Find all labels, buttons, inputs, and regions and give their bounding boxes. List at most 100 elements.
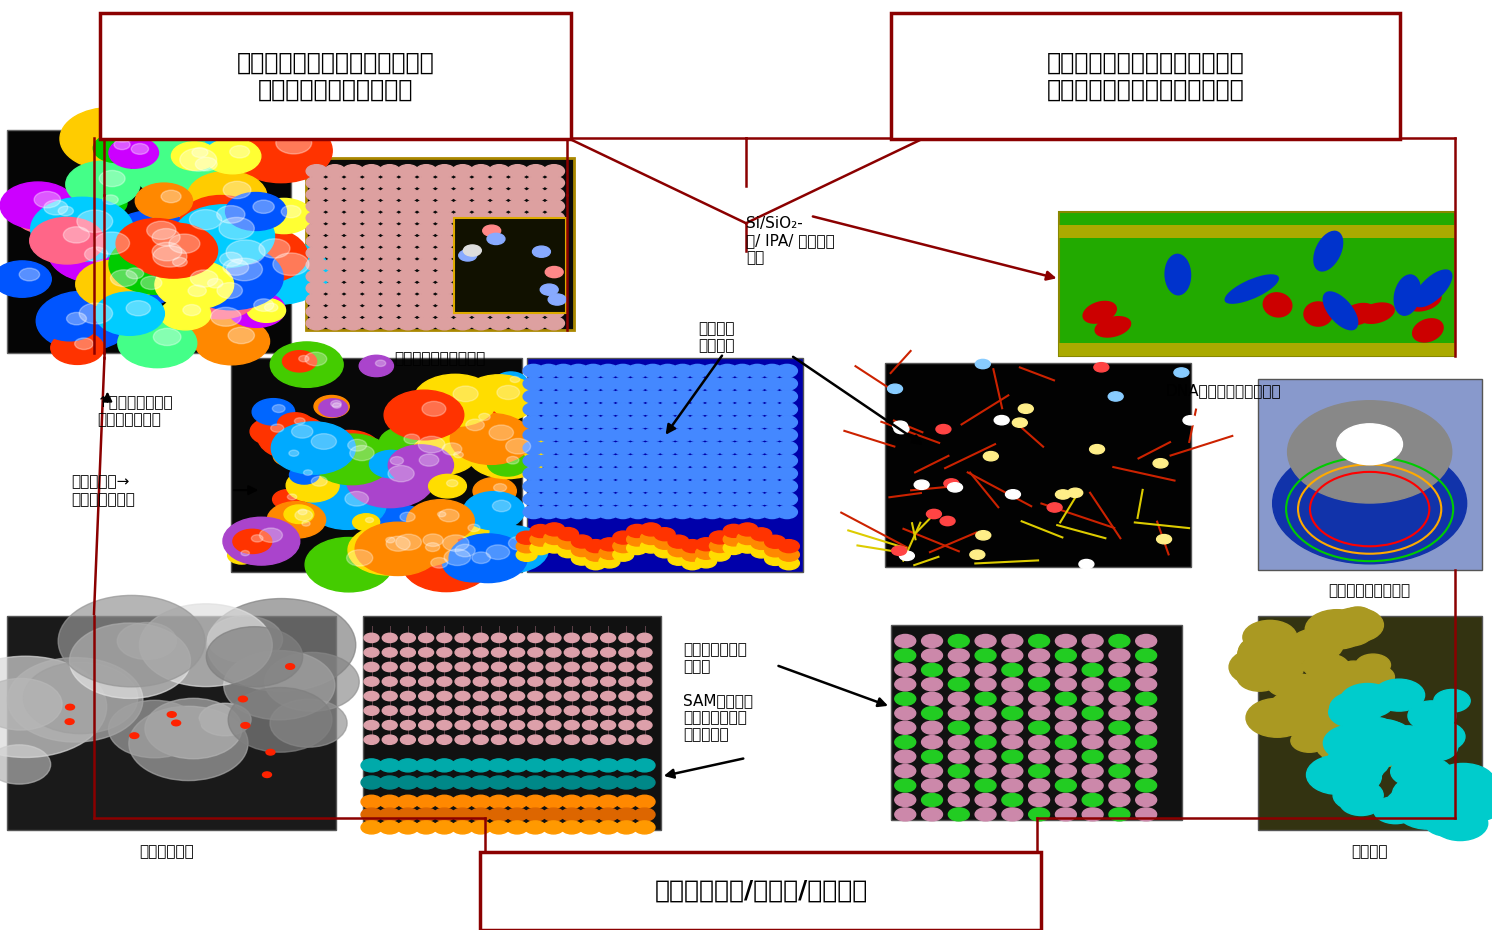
Circle shape (524, 403, 545, 416)
Circle shape (583, 403, 604, 416)
Circle shape (306, 538, 392, 591)
Circle shape (1013, 418, 1028, 428)
Circle shape (543, 317, 564, 330)
Circle shape (488, 795, 509, 808)
Circle shape (306, 211, 327, 224)
Circle shape (507, 235, 528, 248)
Circle shape (285, 664, 294, 670)
Circle shape (1135, 764, 1156, 777)
Circle shape (579, 808, 600, 821)
Circle shape (1055, 678, 1076, 691)
Circle shape (922, 736, 943, 749)
Circle shape (1238, 645, 1292, 679)
Circle shape (470, 246, 491, 259)
Circle shape (1279, 711, 1320, 737)
Circle shape (746, 378, 767, 391)
Circle shape (554, 378, 574, 391)
Circle shape (564, 677, 579, 686)
Circle shape (582, 677, 597, 686)
Circle shape (424, 534, 443, 547)
Circle shape (343, 165, 364, 178)
Ellipse shape (1394, 274, 1422, 316)
Circle shape (1082, 663, 1103, 676)
Circle shape (445, 549, 470, 565)
Circle shape (1003, 793, 1024, 806)
Circle shape (379, 776, 400, 789)
Circle shape (935, 424, 950, 433)
Circle shape (434, 270, 455, 283)
Circle shape (388, 465, 415, 482)
Circle shape (228, 547, 255, 565)
Circle shape (1288, 401, 1452, 503)
Circle shape (173, 258, 186, 267)
Circle shape (452, 259, 473, 272)
Bar (363, 616, 661, 830)
Circle shape (312, 434, 392, 485)
Circle shape (583, 442, 604, 455)
Circle shape (219, 228, 307, 283)
Circle shape (1340, 661, 1368, 679)
Circle shape (455, 662, 470, 671)
Circle shape (248, 299, 285, 323)
Circle shape (510, 648, 525, 658)
Circle shape (1353, 696, 1383, 714)
Circle shape (703, 454, 724, 467)
Circle shape (455, 544, 476, 557)
Circle shape (895, 779, 916, 792)
Circle shape (455, 633, 470, 643)
Circle shape (543, 759, 564, 772)
Circle shape (539, 403, 560, 416)
Circle shape (489, 235, 510, 248)
Circle shape (525, 211, 546, 224)
Circle shape (489, 317, 510, 330)
Circle shape (895, 663, 916, 676)
Circle shape (516, 531, 537, 544)
Circle shape (628, 480, 649, 493)
Circle shape (307, 481, 386, 529)
Circle shape (301, 521, 310, 526)
Circle shape (489, 200, 510, 213)
Circle shape (539, 416, 560, 429)
Circle shape (400, 677, 415, 686)
Circle shape (568, 416, 589, 429)
Circle shape (113, 232, 198, 285)
Circle shape (510, 677, 525, 686)
Circle shape (324, 223, 345, 236)
Circle shape (58, 206, 73, 216)
Circle shape (976, 359, 991, 368)
Circle shape (616, 795, 637, 808)
Circle shape (94, 134, 139, 163)
Circle shape (379, 795, 400, 808)
Circle shape (564, 735, 579, 744)
Circle shape (470, 795, 491, 808)
Circle shape (1340, 789, 1383, 816)
Circle shape (236, 125, 260, 140)
Bar (885, 363, 1191, 567)
Circle shape (489, 305, 510, 318)
Circle shape (470, 821, 491, 834)
Circle shape (1386, 786, 1446, 823)
Circle shape (434, 821, 455, 834)
Circle shape (207, 616, 282, 662)
Circle shape (543, 305, 564, 318)
Circle shape (103, 261, 154, 293)
Circle shape (710, 539, 731, 552)
Circle shape (324, 211, 345, 224)
Circle shape (543, 165, 564, 178)
Circle shape (497, 385, 519, 400)
Circle shape (0, 678, 63, 730)
Circle shape (524, 378, 545, 391)
Circle shape (1135, 663, 1156, 676)
Circle shape (491, 662, 506, 671)
Circle shape (397, 246, 418, 259)
Circle shape (628, 442, 649, 455)
Circle shape (507, 808, 528, 821)
Circle shape (1310, 715, 1346, 737)
Circle shape (655, 537, 674, 550)
Circle shape (1183, 416, 1198, 425)
Circle shape (627, 525, 648, 538)
Circle shape (422, 402, 446, 417)
Circle shape (922, 808, 943, 821)
Circle shape (1301, 657, 1329, 674)
Circle shape (1328, 741, 1389, 780)
